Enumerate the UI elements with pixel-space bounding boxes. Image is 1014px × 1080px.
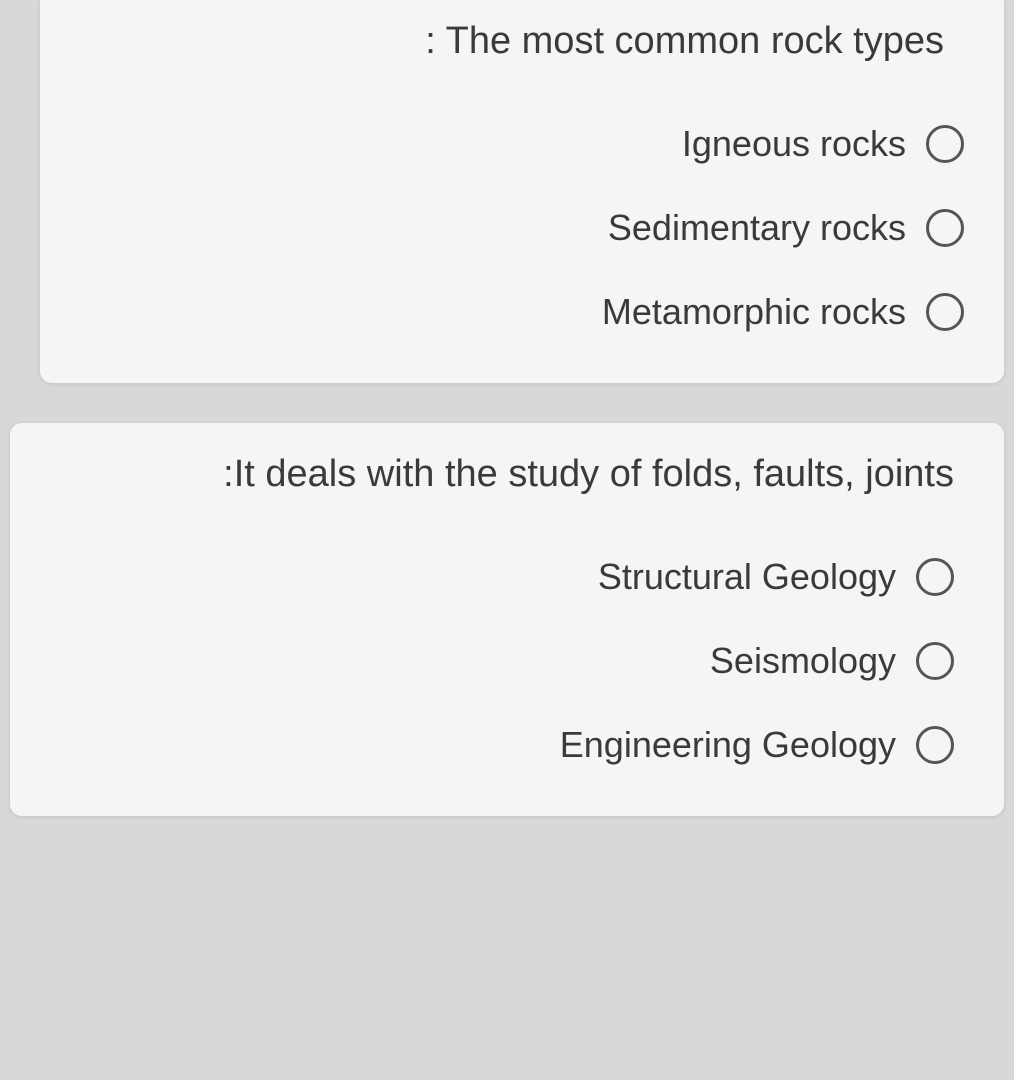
option-label: Seismology <box>710 640 896 682</box>
radio-icon <box>926 209 964 247</box>
options-group: Structural Geology Seismology Engineerin… <box>50 556 954 766</box>
option-label: Engineering Geology <box>560 724 896 766</box>
question-card: :It deals with the study of folds, fault… <box>10 423 1004 816</box>
radio-option[interactable]: Engineering Geology <box>560 724 954 766</box>
radio-icon <box>916 642 954 680</box>
radio-icon <box>926 125 964 163</box>
question-prompt: : The most common rock types <box>80 20 964 63</box>
option-label: Sedimentary rocks <box>608 207 906 249</box>
radio-icon <box>916 558 954 596</box>
options-group: Igneous rocks Sedimentary rocks Metamorp… <box>80 123 964 333</box>
radio-icon <box>916 726 954 764</box>
radio-option[interactable]: Seismology <box>710 640 954 682</box>
radio-option[interactable]: Igneous rocks <box>682 123 964 165</box>
radio-option[interactable]: Metamorphic rocks <box>602 291 964 333</box>
option-label: Igneous rocks <box>682 123 906 165</box>
option-label: Structural Geology <box>598 556 896 598</box>
option-label: Metamorphic rocks <box>602 291 906 333</box>
question-card: : The most common rock types Igneous roc… <box>40 0 1004 383</box>
radio-option[interactable]: Sedimentary rocks <box>608 207 964 249</box>
radio-option[interactable]: Structural Geology <box>598 556 954 598</box>
radio-icon <box>926 293 964 331</box>
question-prompt: :It deals with the study of folds, fault… <box>50 453 954 496</box>
